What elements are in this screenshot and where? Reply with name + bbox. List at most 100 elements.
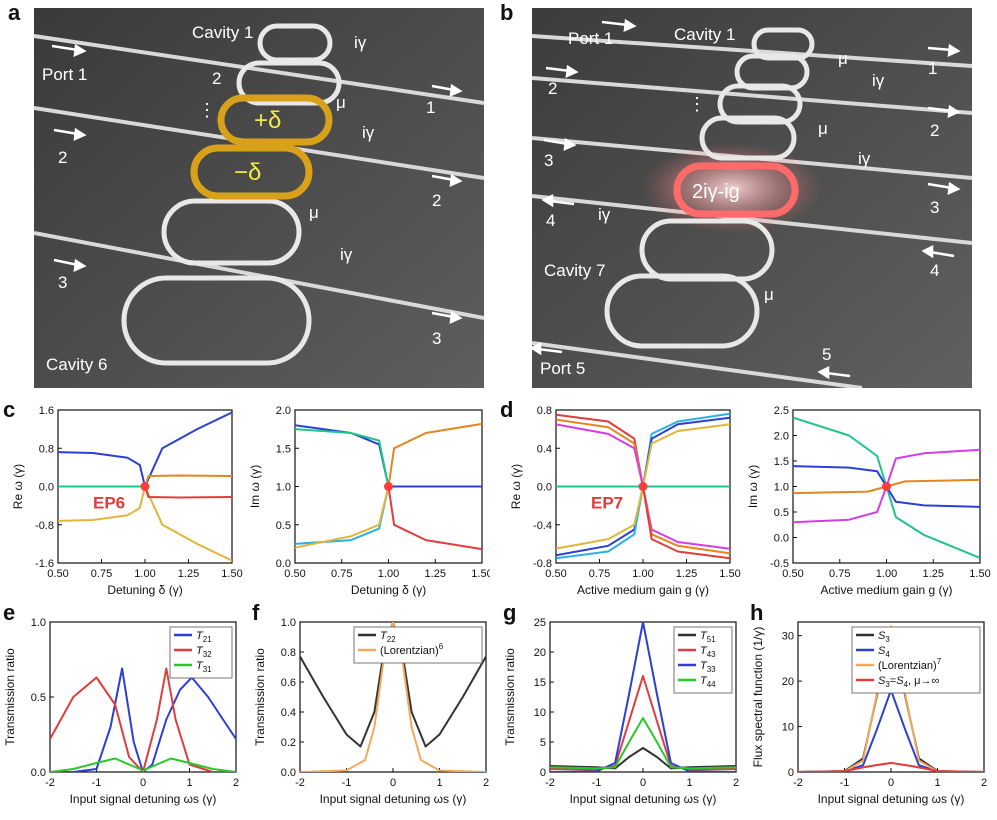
series-group [50,667,236,772]
y-tick-label: 0.8 [39,443,54,455]
y-tick-label: -0.8 [35,520,54,532]
series-group [556,412,730,560]
y-tick-label: 0.0 [39,482,54,494]
port-arrows [51,43,463,325]
cavity-bottom-label: Cavity 7 [544,261,605,280]
bottom-port-label: Port 5 [540,359,585,378]
series-line-magenta [556,423,644,487]
y-tick-label: 1.0 [276,482,291,494]
x-tick-label: -1 [592,777,602,789]
series-group [550,622,736,772]
y-axis-label: Im ω (γ) [748,465,760,508]
chart-c-left: 0.50 0.75 1.00 1.25 1.50 -1.6 -0.8 0.0 0.8 1.6 Det… [11,405,243,597]
legend-label: T33 [700,660,716,674]
y-tick-label: 2.0 [774,431,789,443]
legend-label: S4 [878,645,890,659]
detuned-rings [190,94,333,200]
detune-minus-label: −δ [234,159,261,186]
ring-number-2: 2 [212,69,221,88]
port-in-2: 2 [548,79,557,98]
panel-label-b: b [500,0,514,25]
coupling-label-2: μ [336,93,346,112]
x-tick-label: 2 [483,777,489,789]
legend-label: T44 [700,675,716,689]
x-tick-label: 1.00 [632,568,653,580]
series-line-T44 [550,717,736,770]
y-tick-label: 1.5 [276,443,291,455]
port-in-2: 2 [58,148,67,167]
panel-label-e: e [3,600,16,625]
ep-annotation: EP6 [93,494,125,513]
y-tick-label: -0.8 [533,558,552,570]
x-tick-label: 2 [733,777,739,789]
chart-f: -2 -1 0 1 2 0.0 0.2 0.4 0.6 0.8 1.0 Input signal de… [253,617,489,806]
coupling-label-5: iγ [340,245,353,264]
port-out-4: 4 [930,261,939,280]
y-tick-label: 0.6 [281,677,296,689]
gain-ring [673,162,799,218]
y-tick-label: 0.0 [537,482,552,494]
legend-label: (Lorentzian)7 [878,657,942,672]
x-axis-label: Input signal detuning ωs (γ) [70,792,217,806]
ring-1 [257,23,333,63]
x-axis-label: Input signal detuning ωs (γ) [570,792,717,806]
y-tick-label: 15 [534,677,546,689]
y-tick-label: 25 [534,617,546,629]
ring-2 [236,60,342,106]
x-tick-label: -1 [342,777,352,789]
cavity-top-label: Cavity 1 [192,23,253,42]
y-tick-label: 1.6 [39,405,54,417]
y-tick-label: 0.5 [774,507,789,519]
x-tick-label: 0 [640,777,646,789]
y-axis-label: Im ω (γ) [250,465,262,508]
legend-box [673,626,733,694]
y-axis-label: Transmission ratio [3,648,17,746]
x-tick-label: 1 [934,777,940,789]
series-line-T22 [300,622,486,748]
x-tick-label: 1.00 [378,568,399,580]
x-tick-label: -2 [45,777,55,789]
series-line-T51 [550,747,736,770]
panel-label-h: h [750,600,764,625]
y-axis-label: Re ω (γ) [11,464,25,509]
series-group [295,422,482,551]
series-line-magenta [642,486,730,550]
series-line-S4 [798,689,984,772]
x-tick-label: -1 [840,777,850,789]
gain-label: 2iγ-ig [692,181,740,203]
x-tick-label: -2 [545,777,555,789]
schematic-a: +δ −δ Cavity 1 Cavity 6 Port 1 2 3 1 2 3… [34,8,484,388]
exceptional-point-marker [140,482,150,491]
cavity-top-label: Cavity 1 [674,25,735,44]
y-tick-label: 20 [782,676,794,688]
y-axis-label: Transmission ratio [253,648,267,746]
chart-c-right: 0.50 0.75 1.00 1.25 1.50 0.0 0.5 1.0 1.5 2.0 Detun… [250,405,490,597]
series-line-yellow [58,485,232,562]
waveguide-2 [532,76,972,115]
y-tick-label: 0 [540,767,546,779]
y-tick-label: 1.0 [774,482,789,494]
coupling-label-3: μ [818,119,828,138]
x-tick-label: 1 [436,777,442,789]
series-line-yellow [642,423,730,487]
y-axis-label: Re ω (γ) [509,464,523,509]
x-tick-label: 1.25 [676,568,697,580]
y-tick-label: 30 [782,631,794,643]
x-tick-label: 1 [686,777,692,789]
series-line-yellow [556,486,644,550]
y-tick-label: 2.5 [774,405,789,417]
y-tick-label: 1.5 [774,456,789,468]
port-out-3: 3 [930,198,939,217]
series-line-blue [295,424,482,488]
y-tick-label: 0.0 [276,558,291,570]
legend-label: T51 [700,630,716,644]
series-line-T31 [50,757,236,772]
x-tick-label: -2 [793,777,803,789]
series-group [300,622,486,772]
port-out-2: 2 [432,191,441,210]
x-tick-label: 0.50 [782,568,803,580]
coupling-label-4: μ [309,203,319,222]
x-tick-label: -1 [92,777,102,789]
panel-label-g: g [503,600,517,625]
